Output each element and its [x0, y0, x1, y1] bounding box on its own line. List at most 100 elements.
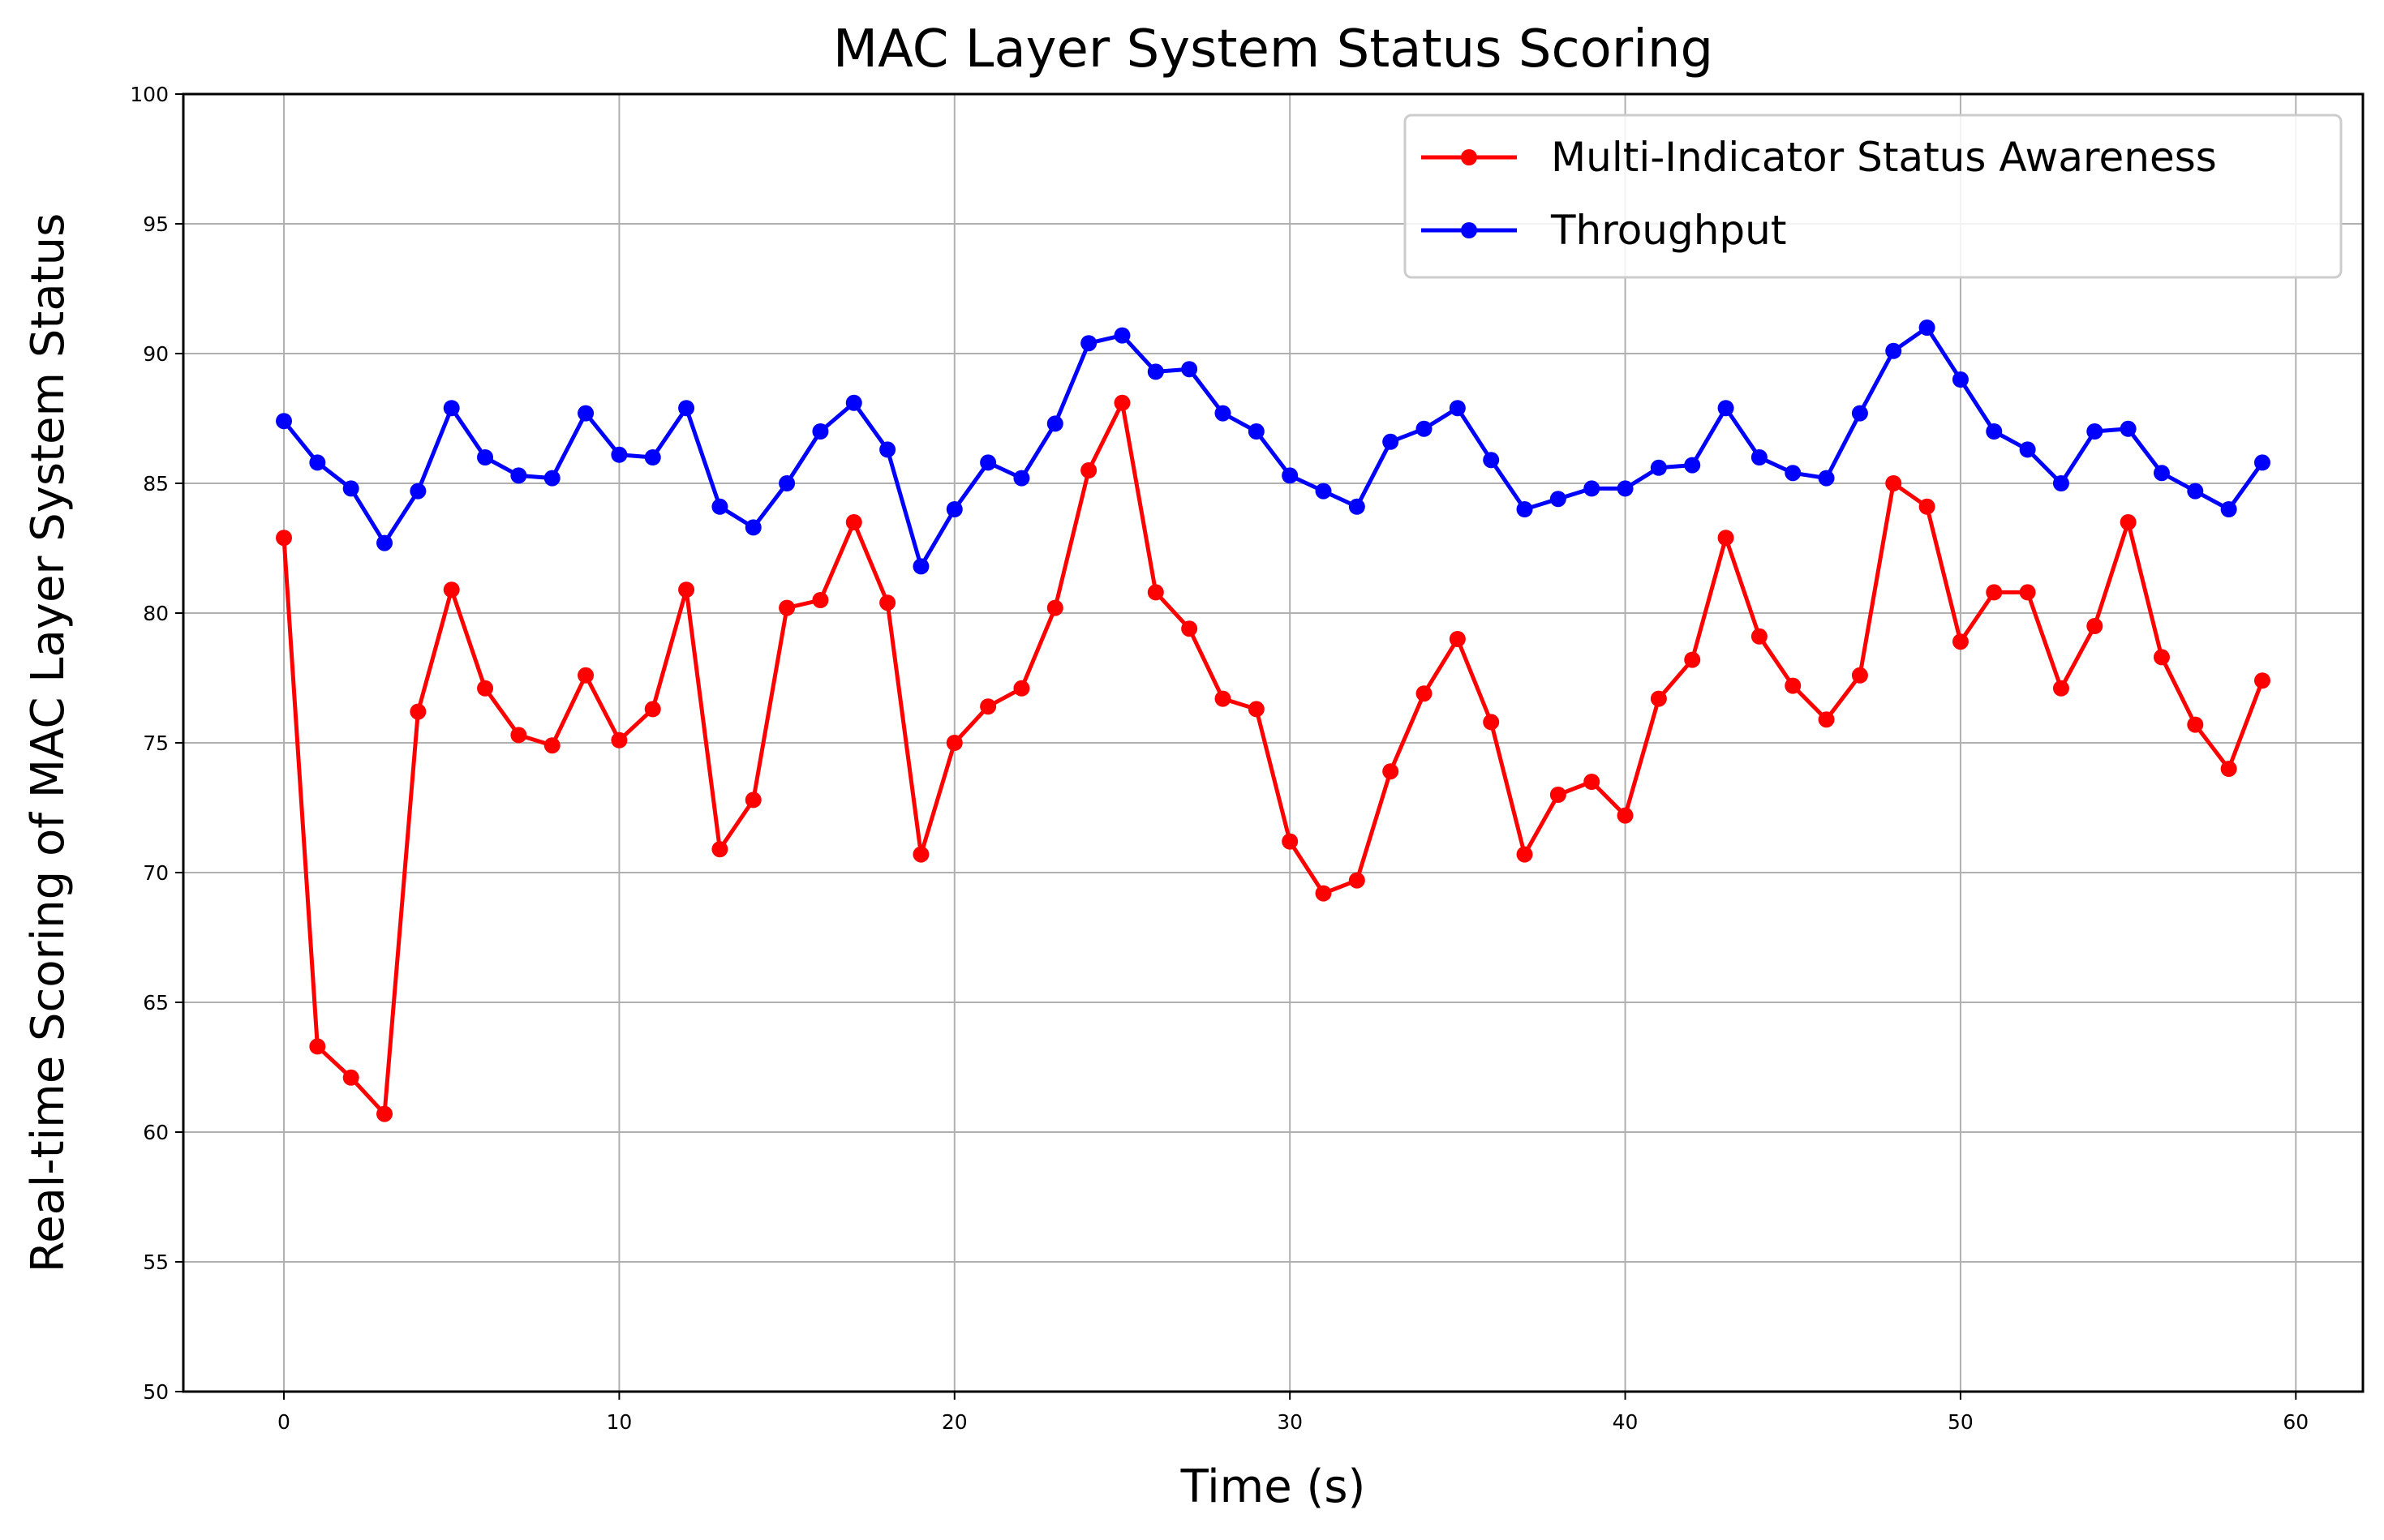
x-tick-label: 60	[2283, 1410, 2309, 1434]
data-point	[1013, 470, 1030, 487]
series-group	[276, 320, 2270, 1122]
data-point	[1080, 335, 1097, 352]
data-point	[1248, 701, 1265, 718]
legend: Multi-Indicator Status Awareness Throughp…	[1403, 114, 2343, 279]
legend-marker	[1461, 222, 1477, 238]
data-point	[477, 449, 494, 465]
data-point	[1583, 480, 1600, 497]
data-point	[1282, 833, 1299, 850]
data-point	[1046, 599, 1063, 616]
data-point	[2220, 761, 2237, 777]
data-point	[879, 594, 896, 611]
data-point	[1549, 491, 1566, 508]
data-point	[1986, 584, 2003, 601]
data-point	[1214, 405, 1231, 422]
data-point	[1449, 400, 1466, 417]
chart-title: MAC Layer System Status Scoring	[833, 19, 1713, 79]
data-point	[1684, 651, 1701, 668]
data-point	[1785, 677, 1802, 694]
y-axis-label: Real-time Scoring of MAC Layer System St…	[22, 213, 75, 1273]
series-throughput	[276, 320, 2270, 575]
grid-lines	[183, 93, 2363, 1392]
data-point	[276, 530, 293, 547]
data-point	[845, 394, 862, 411]
data-point	[1684, 457, 1701, 474]
data-point	[1918, 498, 1935, 515]
data-point	[1918, 320, 1935, 336]
x-axis-label: Time (s)	[1180, 1461, 1366, 1513]
data-point	[745, 791, 762, 809]
data-point	[678, 400, 695, 417]
data-point	[1483, 714, 1500, 731]
data-point	[1516, 846, 1533, 863]
data-point	[1650, 459, 1667, 476]
data-point	[578, 405, 595, 422]
data-point	[1650, 690, 1667, 707]
data-point	[1717, 400, 1734, 417]
data-point	[644, 449, 661, 465]
data-point	[1885, 475, 1902, 491]
data-point	[1348, 872, 1365, 889]
y-tick-label: 75	[143, 731, 169, 755]
y-tick-label: 80	[143, 602, 169, 625]
data-point	[879, 441, 896, 458]
series-line	[282, 325, 2265, 568]
data-point	[1952, 371, 1969, 388]
data-point	[913, 558, 930, 575]
data-point	[1114, 394, 1131, 411]
data-point	[342, 1069, 359, 1086]
data-point	[711, 841, 728, 858]
data-point	[946, 501, 963, 517]
data-point	[1147, 363, 1164, 380]
series-multi-indicator	[276, 394, 2270, 1122]
data-point	[678, 581, 695, 598]
data-point	[1147, 584, 1164, 601]
data-point	[1583, 774, 1600, 790]
data-point	[1851, 667, 1868, 684]
data-point	[745, 519, 762, 536]
y-tick-label: 85	[143, 472, 169, 495]
legend-label: Multi-Indicator Status Awareness	[1551, 134, 2217, 181]
data-point	[2086, 618, 2103, 634]
data-point	[1114, 327, 1131, 344]
data-point	[812, 592, 829, 608]
data-point	[2052, 680, 2069, 697]
data-point	[1181, 361, 1198, 378]
data-point	[543, 737, 561, 754]
data-point	[1415, 420, 1433, 437]
data-point	[1986, 423, 2003, 440]
legend-marker	[1461, 149, 1477, 165]
x-tick-label: 50	[1948, 1410, 1974, 1434]
data-point	[1449, 631, 1466, 647]
data-point	[477, 680, 494, 697]
y-tick-label: 70	[143, 861, 169, 885]
data-point	[1483, 452, 1500, 469]
data-point	[2153, 465, 2170, 482]
data-point	[342, 480, 359, 497]
data-point	[1315, 483, 1332, 500]
data-point	[2120, 514, 2137, 530]
data-point	[2019, 584, 2036, 601]
y-tick-label: 100	[130, 83, 169, 106]
data-point	[1214, 690, 1231, 707]
data-point	[2120, 420, 2137, 437]
data-point	[2253, 454, 2270, 471]
data-point	[1952, 633, 1969, 650]
x-tick-label: 0	[277, 1410, 290, 1434]
data-point	[946, 735, 963, 751]
data-point	[376, 534, 393, 551]
y-tick-label: 50	[143, 1380, 169, 1404]
data-point	[2253, 672, 2270, 689]
data-point	[1181, 620, 1198, 637]
series-line	[281, 401, 2265, 1117]
data-point	[845, 514, 862, 530]
y-tick-label: 60	[143, 1121, 169, 1144]
data-point	[443, 581, 460, 598]
data-point	[578, 667, 595, 684]
legend-item: Multi-Indicator Status Awareness	[1421, 134, 2217, 181]
legend-box	[1403, 114, 2343, 279]
axis-ticks: 0 10 20 30 40 50 60 50 55 60 65 70 75 80 85 90 95 100	[130, 83, 2309, 1434]
data-point	[980, 698, 997, 715]
data-point	[510, 467, 527, 484]
data-point	[1248, 423, 1265, 440]
